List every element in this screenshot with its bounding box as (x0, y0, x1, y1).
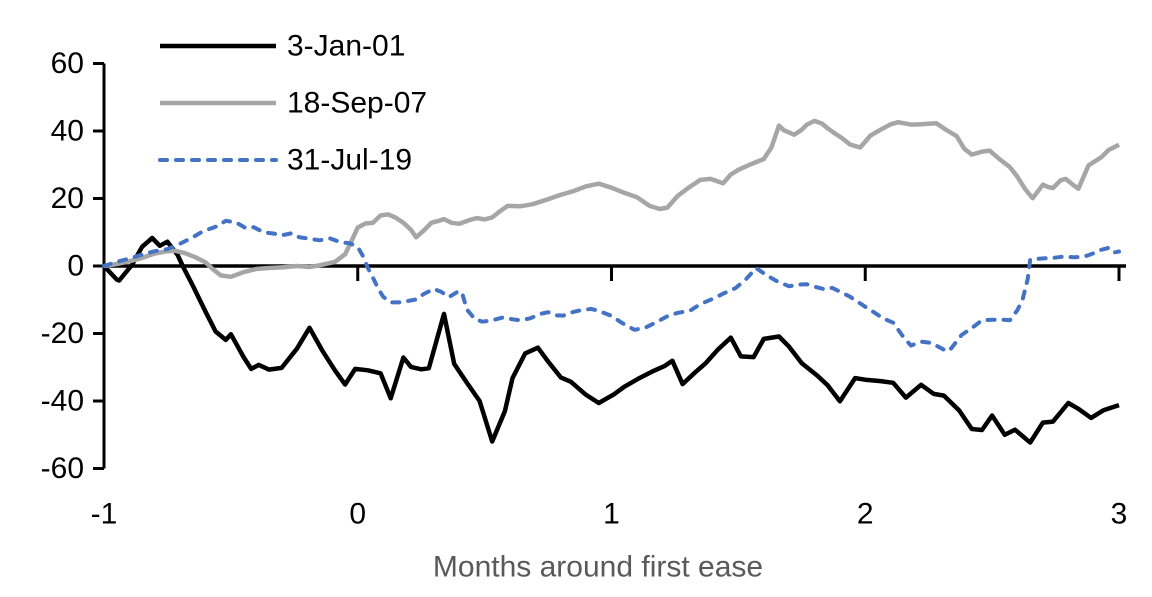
y-tick-label--40: -40 (41, 385, 84, 418)
x-tick-label-1: 1 (603, 498, 620, 531)
x-axis-title: Months around first ease (433, 551, 763, 584)
axes: 60 40 20 0 -20 -40 -60-1 0 1 2 3 (41, 47, 1128, 531)
x-tick-label-3: 3 (1111, 498, 1128, 531)
y-tick-label-20: 20 (51, 182, 84, 215)
series-line-31-jul-19 (102, 218, 1121, 354)
legend-item-3-jan-01: 3-Jan-01 (160, 30, 405, 63)
x-tick-label-2: 2 (857, 498, 874, 531)
legend-label-3-jan-01: 3-Jan-01 (287, 30, 405, 63)
x-tick-label-0: 0 (349, 498, 366, 531)
y-tick-label--60: -60 (41, 452, 84, 485)
legend-item-18-sep-07: 18-Sep-07 (160, 87, 427, 120)
y-tick-label--20: -20 (41, 317, 84, 350)
series-line-18-sep-07 (103, 118, 1121, 280)
legend-item-31-jul-19: 31-Jul-19 (158, 144, 412, 177)
legend-label-31-jul-19: 31-Jul-19 (287, 144, 412, 177)
legend-label-18-sep-07: 18-Sep-07 (287, 87, 427, 120)
x-tick-label--1: -1 (91, 498, 118, 531)
y-tick-label-60: 60 (51, 47, 84, 80)
y-tick-label-0: 0 (67, 250, 84, 283)
y-tick-label-40: 40 (51, 115, 84, 148)
series-lines (102, 118, 1121, 445)
series-line-3-jan-01 (102, 235, 1120, 445)
legend: 3-Jan-01 18-Sep-07 31-Jul-19 (158, 30, 427, 177)
